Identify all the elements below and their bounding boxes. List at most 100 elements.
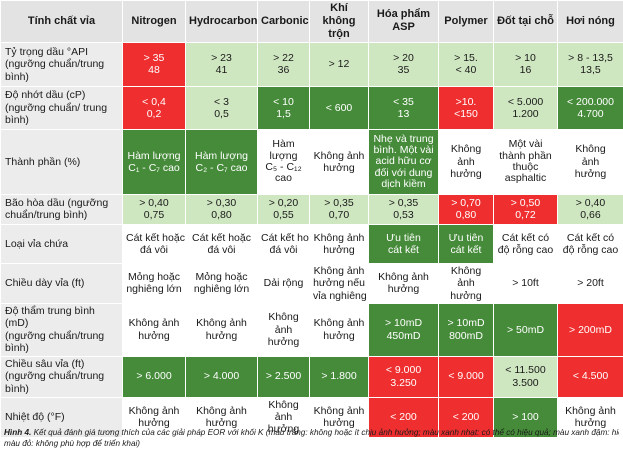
row-label-line: Nhiệt độ (°F) <box>5 410 65 423</box>
cell-line: lượng <box>269 149 298 162</box>
cell-line: 4.700 <box>577 107 604 120</box>
cell-hoi-nong: > 200mD <box>557 303 623 357</box>
row-label-line: (ngưỡng chuẩn/ trung <box>5 101 108 114</box>
cell-line: thuộc <box>512 160 539 173</box>
cell-hoa-pham-asp: < 9.000 3.250 <box>368 355 439 398</box>
cell-line: đối với dung <box>374 166 433 179</box>
cell-line: < 3 <box>214 95 229 108</box>
table-row-thanh-phan: Thành phần (%) Hàm lượng C₁ - C₇ cao Hàm lư… <box>0 128 623 195</box>
cell-line: < 200 <box>452 410 480 423</box>
table-row-do-tham-trung-binh-md: Độ thẩm trung bình (mD) (ngưỡng chuẩn/tru… <box>0 303 623 357</box>
cell-line: Cát kết có <box>566 231 615 244</box>
cell-hydrocarbon: Mỏng hoặc nghiêng lớn <box>185 262 258 305</box>
cell-line: < 35 <box>393 95 414 108</box>
cell-line: Không ảnh <box>313 264 365 277</box>
cell-carbonic: > 0,20 0,55 <box>257 193 310 225</box>
cell-line: Một vài <box>508 138 543 151</box>
row-label: Bão hòa dầu (ngưỡng chuẩn/trung bình) <box>0 193 123 225</box>
cell-polymer: < 9.000 <box>438 355 494 398</box>
cell-line: đá vôi <box>207 243 236 256</box>
cell-line: > 0,50 <box>510 197 541 210</box>
cell-line: Không ảnh <box>313 149 365 162</box>
cell-line: > 20 <box>393 52 414 65</box>
row-label: Loại vỉa chứa <box>0 223 123 264</box>
cell-carbonic: Không ảnh hưởng <box>257 303 310 357</box>
cell-line: 41 <box>215 64 228 77</box>
cell-dot-tai-cho: > 10ft <box>493 262 558 305</box>
cell-hydrocarbon: Cát kết hoặc đá vôi <box>185 223 258 264</box>
caption-label: Hình 4. <box>4 428 32 437</box>
cell-khi-khong-tron: Không ảnh hưởng <box>309 128 369 195</box>
cell-line: hưởng <box>205 329 238 342</box>
cell-dot-tai-cho: > 0,50 0,72 <box>493 193 558 225</box>
cell-line: 0,66 <box>580 209 601 222</box>
cell-line: dịch kiềm <box>381 177 426 190</box>
cell-nitrogen: > 6.000 <box>122 355 186 398</box>
cell-dot-tai-cho: < 5.000 1.200 <box>493 85 558 130</box>
cell-dot-tai-cho: > 10 16 <box>493 41 558 87</box>
cell-line: Không ảnh <box>196 317 247 330</box>
cell-line: 0,72 <box>515 209 536 222</box>
cell-line: <150 <box>454 107 478 120</box>
cell-line: ảnh <box>274 410 293 423</box>
cell-line: > 0,30 <box>206 197 237 210</box>
cell-khi-khong-tron: < 600 <box>309 85 369 130</box>
row-label-line: bình) <box>5 114 29 127</box>
cell-line: 36 <box>277 64 290 77</box>
header-property: Tính chất vỉa <box>0 0 123 43</box>
header-asp: Hóa phẩm ASP <box>368 0 439 43</box>
cell-line: Không <box>268 398 299 411</box>
cell-nitrogen: Không ảnh hưởng <box>122 303 186 357</box>
row-label-line: bình) <box>5 342 29 355</box>
cell-line: vỉa nghiêng <box>313 289 367 302</box>
cell-hoi-nong: Cát kết có độ rỗng cao <box>557 223 623 264</box>
cell-line: 0,2 <box>146 107 162 120</box>
table-row-ty-trong-dau-api: Tỷ trọng dầu °API (ngưỡng chuẩn/trung bình… <box>0 41 623 87</box>
cell-line: 450mD <box>386 329 421 342</box>
header-polymer: Polymer <box>438 0 494 43</box>
cell-polymer: Ưu tiên cát kết <box>438 223 494 264</box>
cell-hydrocarbon: Không ảnh hưởng <box>185 396 258 438</box>
cell-line: Không ảnh <box>196 404 247 417</box>
table-row-chieu-sau-via-ft: Chiều sâu vỉa (ft) (ngưỡng chuẩn/trung bìn… <box>0 355 623 398</box>
cell-line: 0,5 <box>214 107 229 120</box>
cell-hoi-nong: Không ảnh hưởng <box>557 396 623 438</box>
row-label-line: Bão hòa dầu (ngưỡng <box>5 197 109 210</box>
cell-carbonic: Dải rộng <box>257 262 310 305</box>
cell-line: asphaltic <box>504 172 547 185</box>
row-label-line: Thành phần (%) <box>5 155 81 168</box>
cell-line: Không ảnh <box>313 317 365 330</box>
cell-hydrocarbon: < 3 0,5 <box>185 85 258 130</box>
cell-line: > 0,20 <box>268 197 299 210</box>
cell-line: < 200 <box>390 410 417 423</box>
cell-line: > 10 <box>515 52 536 65</box>
cell-hoa-pham-asp: < 200 <box>368 396 439 438</box>
cell-line: hưởng <box>323 243 355 256</box>
header-steam: Hơi nóng <box>557 0 623 43</box>
cell-dot-tai-cho: Một vài thành phần thuộc asphaltic <box>493 128 558 195</box>
cell-line: 13,5 <box>580 64 601 77</box>
header-carbonic: Carbonic <box>257 0 310 43</box>
row-label-line: Chiều sâu vỉa (ft) <box>5 357 85 370</box>
cell-line: hưởng <box>138 329 170 342</box>
header-hydrocarbon: Hydrocarbon <box>185 0 258 43</box>
cell-line: hưởng <box>323 161 355 174</box>
cell-nitrogen: Mỏng hoặc nghiêng lớn <box>122 262 186 305</box>
cell-line: Hàm lượng <box>127 149 181 162</box>
cell-line: hưởng <box>323 417 355 430</box>
cell-line: Không ảnh <box>378 271 429 284</box>
cell-line: Cát kết hoặc <box>192 231 251 244</box>
cell-line: hưởng <box>267 423 300 436</box>
cell-line: > 0,35 <box>388 197 419 210</box>
cell-line: Không <box>575 143 606 156</box>
cell-line: > 0,70 <box>451 197 481 210</box>
header-nitrogen: Nitrogen <box>122 0 186 43</box>
header-row: Tính chất vỉa Nitrogen Hydrocarbon Carbonic… <box>0 0 623 43</box>
cell-line: Ưu tiên <box>448 231 484 244</box>
row-label-line: Loại vỉa chứa <box>5 237 69 250</box>
cell-line: cát kết <box>388 243 419 256</box>
cell-line: hưởng <box>450 289 482 302</box>
cell-line: < 0,4 <box>142 95 166 108</box>
cell-hydrocarbon: > 23 41 <box>185 41 258 87</box>
cell-hoa-pham-asp: Ưu tiên cát kết <box>368 223 439 264</box>
